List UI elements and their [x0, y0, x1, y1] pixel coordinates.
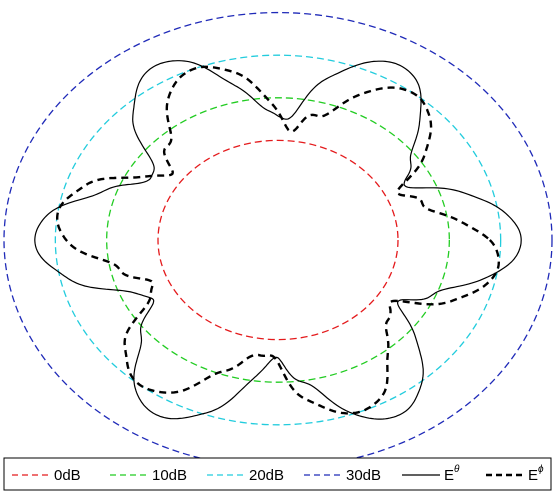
pattern-series-e-phi [56, 65, 500, 415]
reference-circle-10dB [106, 97, 450, 383]
legend-superscript-4: θ [454, 464, 460, 475]
legend-label-5: E [528, 467, 538, 484]
reference-circle-0dB [157, 139, 399, 341]
reference-circle-20dB [54, 54, 502, 426]
legend-superscript-5: ϕ [538, 464, 544, 475]
legend-label-0: 0dB [54, 467, 81, 484]
pattern-series-e-theta [34, 60, 522, 420]
legend-label-1: 10dB [152, 467, 187, 484]
reference-circles [3, 11, 553, 469]
legend-box [3, 457, 552, 491]
legend-label-4: E [444, 467, 454, 484]
reference-circle-30dB [3, 11, 553, 469]
pattern-series [34, 60, 522, 420]
legend-label-2: 20dB [249, 467, 284, 484]
legend-label-3: 30dB [346, 467, 381, 484]
